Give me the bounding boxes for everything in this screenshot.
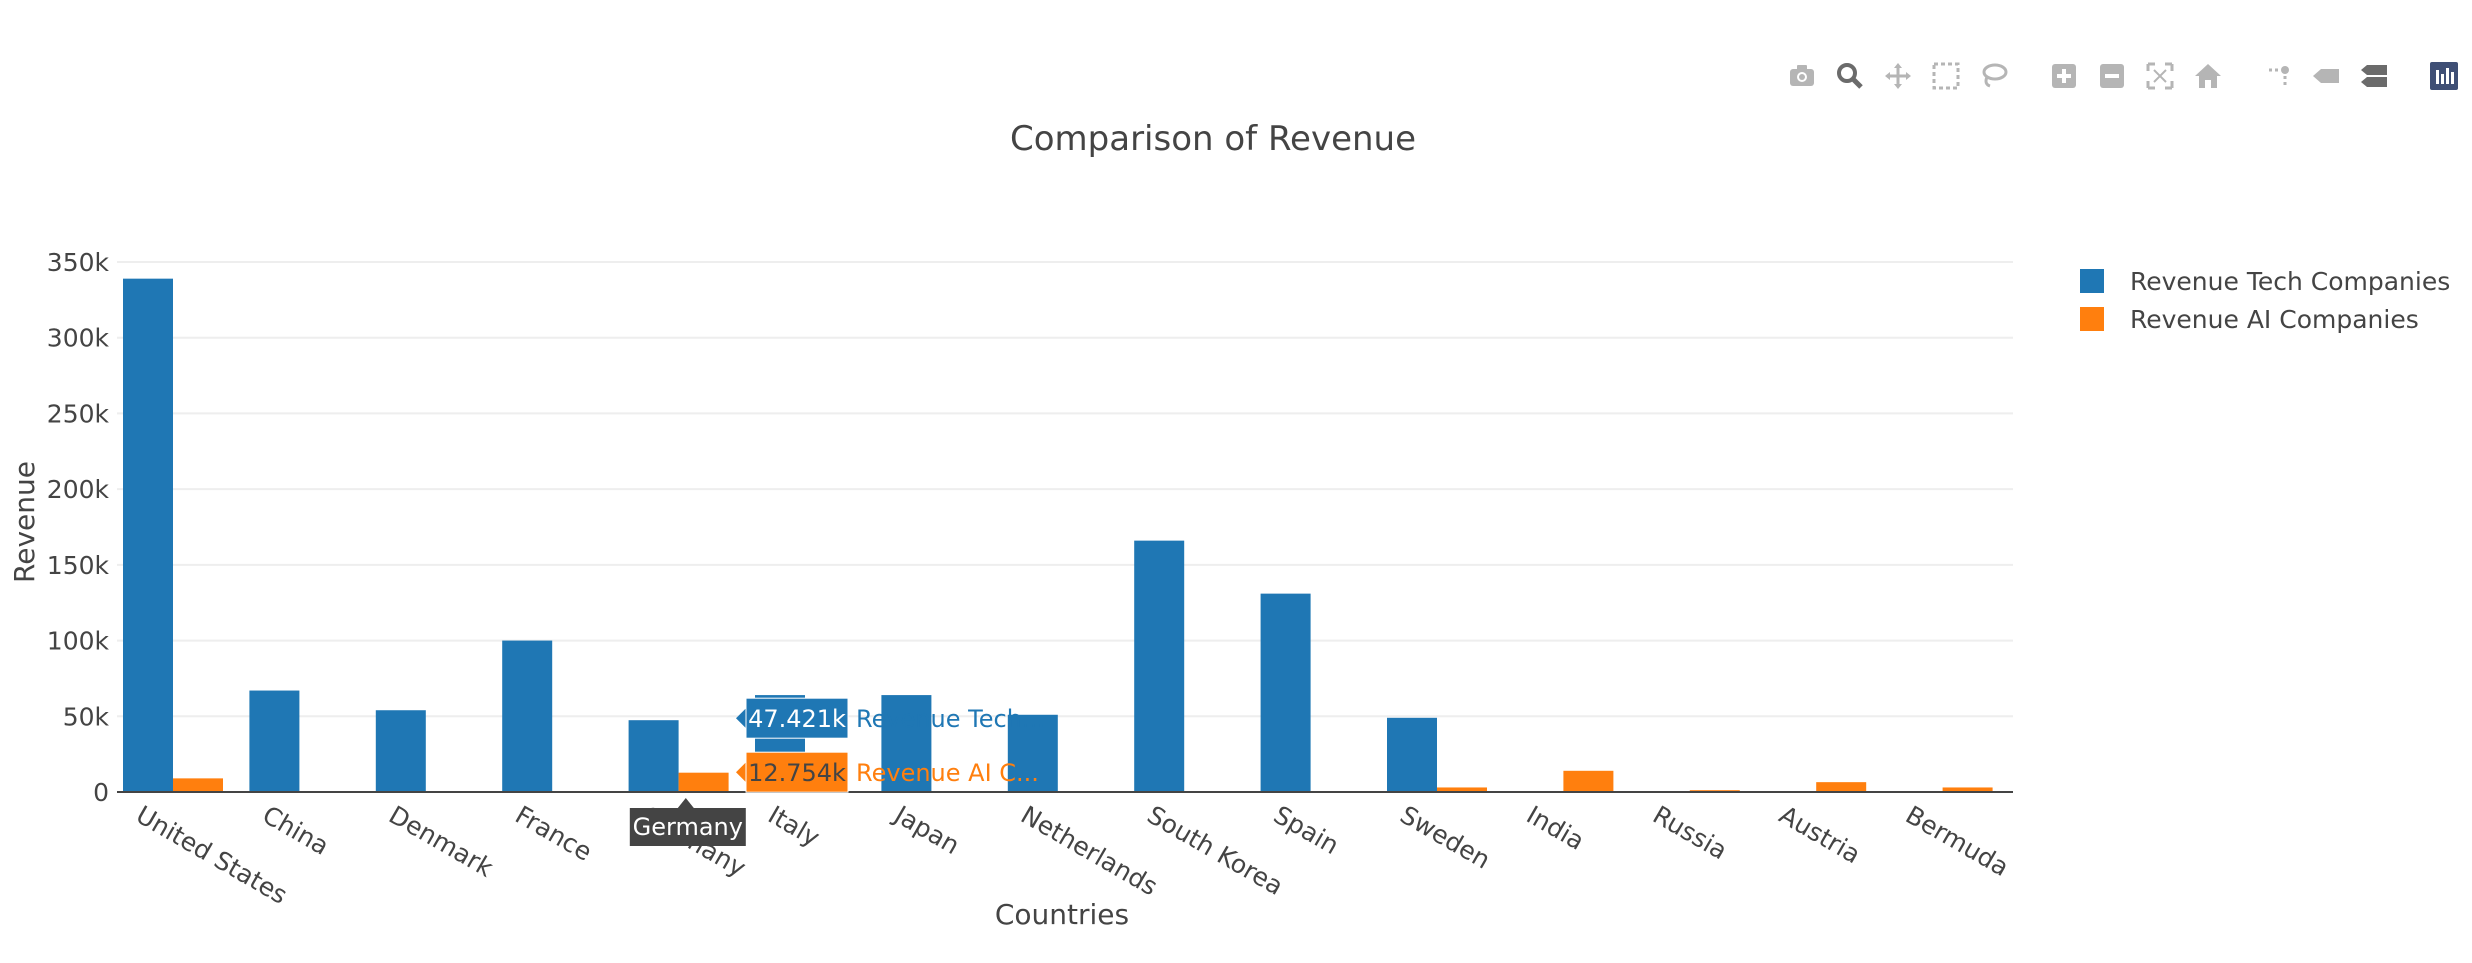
bar-tech-germany[interactable]: [628, 720, 679, 792]
x-tick-label: India: [1522, 800, 1590, 856]
hover-series-name: Revenue Tech...: [856, 705, 1045, 733]
reset-axes-button[interactable]: [2186, 56, 2230, 96]
bar-ai-austria[interactable]: [1816, 782, 1867, 792]
chart-title: Comparison of Revenue: [1010, 119, 1416, 159]
bar-tech-united-states[interactable]: [123, 278, 173, 793]
zoom-in-icon: [2052, 64, 2076, 88]
hover-compare-icon: [2361, 65, 2387, 87]
hover-closest-button[interactable]: [2304, 56, 2348, 96]
y-tick-label: 200k: [47, 475, 110, 504]
bar-tech-china[interactable]: [249, 690, 300, 792]
x-tick-label: China: [258, 800, 334, 861]
pan-button[interactable]: [1876, 56, 1920, 96]
bar-tech-netherlands[interactable]: [1007, 714, 1058, 792]
gridlines: [117, 261, 2013, 718]
bar-ai-united-states[interactable]: [173, 778, 223, 792]
hover-labels: Germany 47.421k Revenue Tech... 12.754k Reve…: [629, 697, 1045, 846]
legend-item[interactable]: Revenue Tech Companies: [2080, 267, 2450, 296]
zoom-button[interactable]: [1828, 56, 1872, 96]
lasso-select-icon: [1982, 63, 2008, 88]
x-tick-label: Japan: [888, 799, 965, 860]
zoom-icon: [1837, 63, 1863, 89]
spike-lines-button[interactable]: [2256, 56, 2300, 96]
hover-value: 47.421k: [748, 705, 846, 733]
x-tick-label: South Korea: [1142, 800, 1288, 901]
autoscale-button[interactable]: [2138, 56, 2182, 96]
legend-swatch: [2080, 269, 2104, 293]
bar-tech-france[interactable]: [502, 640, 553, 792]
legend-label: Revenue AI Companies: [2130, 305, 2419, 334]
bar-tech-japan[interactable]: [881, 695, 932, 792]
x-tick-label: Denmark: [384, 800, 498, 883]
plotly-logo-button[interactable]: [2422, 56, 2466, 96]
plotly-logo-icon: [2430, 62, 2458, 90]
hover-value-label: 47.421k Revenue Tech...: [736, 697, 1045, 739]
x-tick-label: Netherlands: [1016, 800, 1162, 901]
bar-ai-germany[interactable]: [678, 772, 729, 792]
hover-series-name: Revenue AI C...: [856, 759, 1039, 787]
y-tick-label: 100k: [47, 627, 110, 656]
hover-value: 12.754k: [748, 759, 846, 787]
hover-value-label: 12.754k Revenue AI C...: [736, 751, 1039, 793]
reset-axes-icon: [2195, 64, 2221, 88]
bar-ai-india[interactable]: [1563, 770, 1614, 792]
legend-swatch: [2080, 307, 2104, 331]
box-select-icon: [1932, 62, 1960, 90]
camera-icon: [1790, 65, 1814, 86]
y-tick-label: 50k: [63, 702, 110, 731]
x-tick-label: France: [510, 800, 597, 867]
bar-ai-bermuda[interactable]: [1942, 787, 1993, 792]
hover-category-label: Germany: [629, 798, 746, 846]
x-tick-label: Italy: [763, 800, 825, 852]
autoscale-icon: [2146, 62, 2174, 90]
y-tick-label: 300k: [47, 324, 110, 353]
zoom-out-button[interactable]: [2090, 56, 2134, 96]
lasso-select-button[interactable]: [1972, 56, 2016, 96]
bar-tech-south-korea[interactable]: [1134, 540, 1185, 792]
bars: [123, 278, 1993, 793]
hover-closest-icon: [2313, 69, 2339, 83]
y-tick-label: 150k: [47, 551, 110, 580]
x-tick-label: Bermuda: [1901, 800, 2014, 882]
spike-lines-icon: [2269, 66, 2289, 88]
bar-tech-sweden[interactable]: [1387, 717, 1437, 792]
camera-button[interactable]: [1780, 56, 1824, 96]
y-axis-title: Revenue: [8, 461, 41, 583]
x-tick-label: Sweden: [1395, 800, 1495, 875]
x-tick-label: Austria: [1774, 800, 1865, 869]
x-tick-label: Spain: [1269, 800, 1344, 860]
box-select-button[interactable]: [1924, 56, 1968, 96]
y-tick-label: 250k: [47, 399, 110, 428]
x-tick-labels: United StatesChinaDenmarkFranceGermanyIt…: [131, 799, 2014, 910]
hover-category-text: Germany: [633, 813, 743, 841]
zoom-out-icon: [2100, 64, 2124, 88]
y-tick-label: 350k: [47, 248, 110, 277]
legend: Revenue Tech Companies Revenue AI Compani…: [2080, 267, 2450, 334]
legend-item[interactable]: Revenue AI Companies: [2080, 305, 2419, 334]
bar-ai-sweden[interactable]: [1437, 787, 1487, 792]
y-tick-labels: 0 50k 100k 150k 200k 250k 300k 350k: [47, 248, 110, 807]
x-axis-title: Countries: [995, 898, 1129, 931]
x-tick-label: Russia: [1648, 800, 1732, 865]
legend-label: Revenue Tech Companies: [2130, 267, 2450, 296]
bar-tech-spain[interactable]: [1260, 593, 1311, 792]
y-tick-label: 0: [93, 778, 109, 807]
zoom-in-button[interactable]: [2042, 56, 2086, 96]
hover-compare-button[interactable]: [2352, 56, 2396, 96]
bar-tech-denmark[interactable]: [375, 710, 426, 792]
modebar: [1780, 56, 2466, 96]
pan-icon: [1885, 63, 1911, 89]
